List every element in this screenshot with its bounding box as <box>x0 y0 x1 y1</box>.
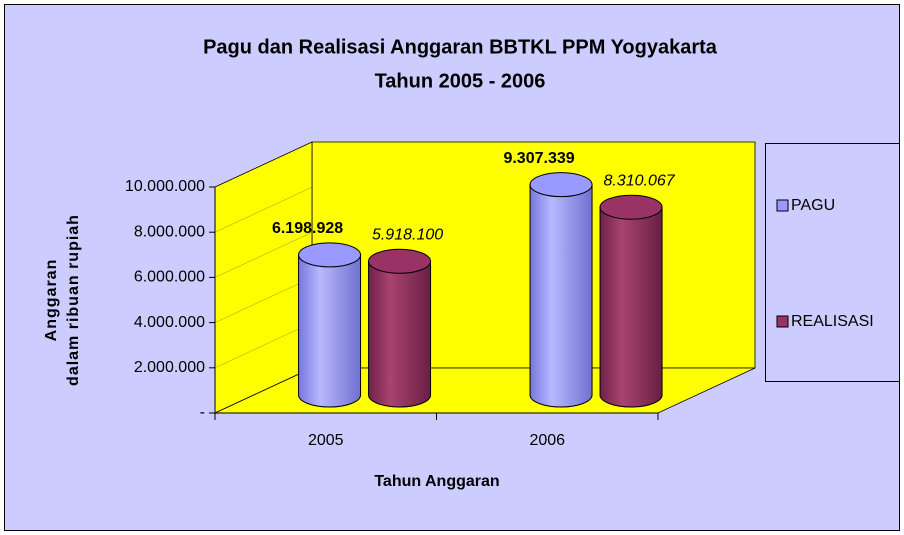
data-label: 6.198.928 <box>272 220 343 237</box>
y-axis-label: dalam ribuan rupiah <box>65 214 82 386</box>
x-axis-label: Tahun Anggaran <box>374 473 499 490</box>
grid-line <box>214 232 313 278</box>
data-label: 5.918.100 <box>372 226 443 243</box>
chart-title: Tahun 2005 - 2006 <box>375 70 546 92</box>
legend-label: PAGU <box>791 197 835 214</box>
bar <box>529 184 593 408</box>
side-wall <box>214 141 313 414</box>
legend-swatch <box>776 199 789 212</box>
y-tick-label: 4.000.000 <box>134 314 205 331</box>
bar-top <box>298 242 362 268</box>
y-tick-label: 10.000.000 <box>125 178 205 195</box>
bar-top <box>529 172 593 198</box>
y-tick-label: - <box>200 404 205 421</box>
data-label: 9.307.339 <box>503 150 574 167</box>
y-axis-label: Anggaran <box>43 259 60 342</box>
chart-title: Pagu dan Realisasi Anggaran BBTKL PPM Yo… <box>203 36 718 58</box>
data-label: 8.310.067 <box>603 172 675 189</box>
grid-line <box>214 277 313 323</box>
x-tick-label: 2005 <box>308 432 344 449</box>
bar <box>599 206 663 408</box>
y-tick-label: 8.000.000 <box>134 223 205 240</box>
legend-swatch <box>776 315 789 328</box>
bar-top <box>599 194 663 220</box>
grid-line <box>214 367 313 414</box>
grid-line <box>214 322 313 368</box>
bar <box>368 260 432 408</box>
bar <box>298 254 362 408</box>
bar-top <box>368 248 432 274</box>
x-tick-label: 2006 <box>529 432 565 449</box>
y-tick-label: 6.000.000 <box>134 269 205 286</box>
y-tick-label: 2.000.000 <box>134 359 205 376</box>
grid-line <box>214 141 313 188</box>
legend-label: REALISASI <box>791 313 874 330</box>
legend <box>765 143 900 382</box>
grid-line <box>214 187 313 233</box>
